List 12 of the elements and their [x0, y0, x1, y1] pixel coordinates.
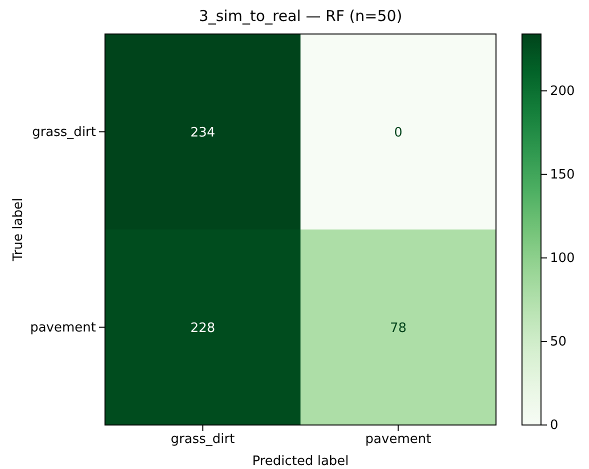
data-label: 0 [394, 125, 402, 140]
color-bar-label: 0 [550, 418, 558, 434]
chart-title: 3_sim_to_real — RF (n=50) [198, 7, 402, 25]
color-bar-label: 50 [550, 334, 567, 350]
data-label: 78 [390, 320, 407, 336]
x-axis-title: Predicted label [252, 454, 349, 469]
data-label: 234 [190, 125, 216, 140]
y-axis-title: True label [11, 198, 26, 262]
color-bar-label: 100 [550, 251, 575, 266]
color-bar-label: 150 [550, 168, 575, 183]
color-bar-label: 200 [550, 84, 575, 99]
data-label: 228 [190, 320, 216, 336]
